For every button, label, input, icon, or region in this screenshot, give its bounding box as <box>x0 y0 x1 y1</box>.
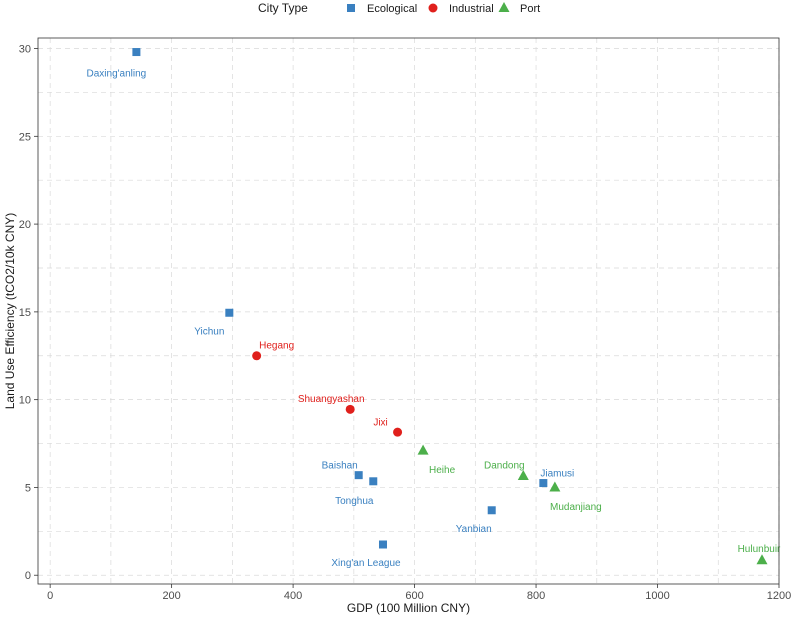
point-label: Jiamusi <box>540 469 574 480</box>
data-point <box>369 477 378 486</box>
point-label: Baishan <box>322 461 358 472</box>
point-label: Jixi <box>373 418 387 429</box>
point-label: Mudanjiang <box>550 502 602 513</box>
x-tick-label: 800 <box>527 590 545 602</box>
point-label: Hegang <box>259 340 294 351</box>
x-axis-ticks: 0 200 400 600 800 1000 1200 <box>47 584 791 602</box>
legend-key <box>498 2 510 12</box>
data-point <box>549 481 561 492</box>
data-point <box>393 427 403 437</box>
point-label: Daxing'anling <box>87 69 147 80</box>
legend-key <box>428 3 438 13</box>
point-label: Xing'an League <box>331 558 401 569</box>
y-tick-label: 20 <box>19 219 31 231</box>
y-tick-label: 10 <box>19 395 31 407</box>
legend-key <box>347 4 355 12</box>
legend-label: Port <box>520 3 540 15</box>
legend-title: City Type <box>258 1 308 15</box>
x-tick-label: 1000 <box>645 590 669 602</box>
legend: City Type Ecological Industrial Port <box>258 1 540 15</box>
y-tick-label: 30 <box>19 44 31 56</box>
point-label: Shuangyashan <box>298 394 365 405</box>
data-point <box>487 506 496 515</box>
point-label: Yanbian <box>456 524 492 535</box>
data-points <box>132 48 768 565</box>
data-point <box>378 540 387 549</box>
y-tick-label: 5 <box>25 482 31 494</box>
legend-item: Industrial <box>428 3 494 15</box>
data-point <box>517 470 529 481</box>
data-point <box>225 308 234 317</box>
legend-item: Port <box>498 2 540 15</box>
x-axis-title: GDP (100 Million CNY) <box>347 601 470 615</box>
x-tick-label: 600 <box>405 590 423 602</box>
x-tick-label: 400 <box>284 590 302 602</box>
y-axis-ticks: 0 5 10 15 20 25 30 <box>19 44 38 582</box>
legend-label: Industrial <box>449 3 494 15</box>
y-tick-label: 0 <box>25 570 31 582</box>
x-tick-label: 0 <box>47 590 53 602</box>
legend-label: Ecological <box>367 3 417 15</box>
x-tick-label: 1200 <box>767 590 791 602</box>
point-label: Hulunbuir <box>738 544 781 555</box>
legend-item: Ecological <box>347 3 417 15</box>
point-labels: Daxing'anling Yichun Baishan Tonghua Xing'an… <box>87 69 782 569</box>
data-point <box>345 404 355 414</box>
point-label: Dandong <box>484 461 525 472</box>
point-label: Heihe <box>429 465 456 476</box>
data-point <box>132 48 141 57</box>
y-tick-label: 15 <box>19 307 31 319</box>
data-point <box>539 479 548 488</box>
plot-frame <box>37 37 780 585</box>
data-point <box>417 444 429 455</box>
point-label: Yichun <box>194 326 224 337</box>
data-point <box>354 471 363 480</box>
data-point <box>252 351 262 361</box>
plot-panel <box>38 38 779 584</box>
data-point <box>756 554 768 565</box>
y-axis-title: Land Use Efficiency (tCO2/10k CNY) <box>3 213 17 410</box>
point-label: Tonghua <box>335 496 374 507</box>
y-tick-label: 25 <box>19 131 31 143</box>
x-tick-label: 200 <box>162 590 180 602</box>
